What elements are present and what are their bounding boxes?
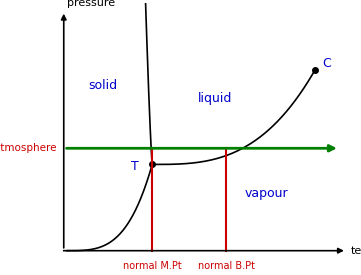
- Text: T: T: [131, 160, 139, 173]
- Text: normal B.Pt: normal B.Pt: [198, 262, 255, 271]
- Text: pressure: pressure: [67, 0, 116, 8]
- Text: 1 atmosphere: 1 atmosphere: [0, 143, 57, 153]
- Text: liquid: liquid: [198, 92, 232, 106]
- Text: normal M.Pt: normal M.Pt: [123, 262, 182, 271]
- Text: temperature: temperature: [350, 246, 361, 256]
- Text: solid: solid: [88, 79, 118, 92]
- Text: C: C: [322, 57, 331, 70]
- Text: vapour: vapour: [244, 187, 288, 200]
